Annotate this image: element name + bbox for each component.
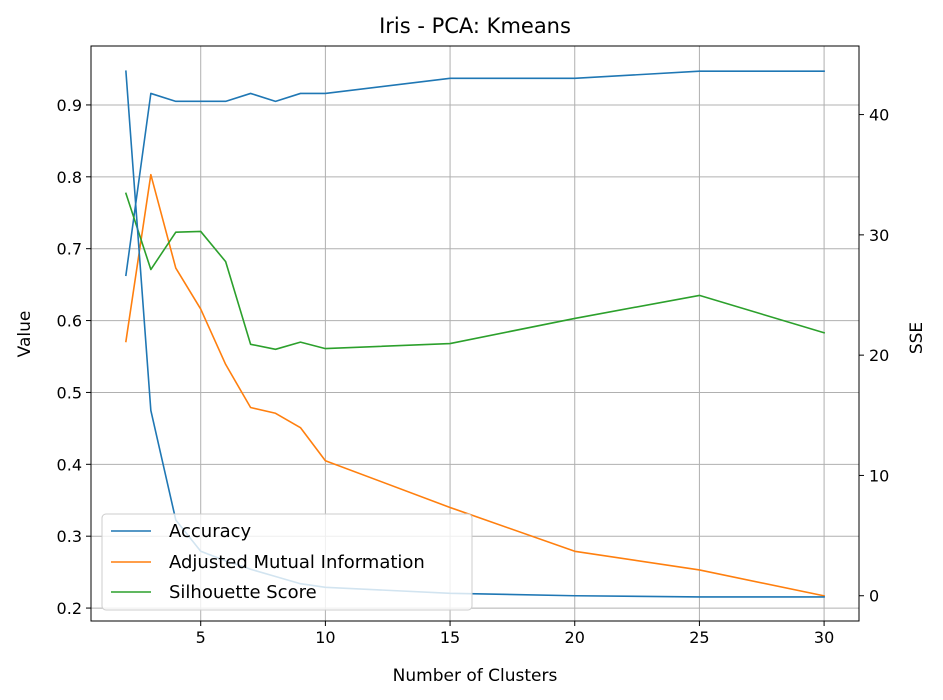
y-axis-right-title: SSE bbox=[907, 322, 927, 354]
x-tick-label: 15 bbox=[440, 628, 460, 647]
legend-label-accuracy: Accuracy bbox=[169, 521, 252, 542]
y-tick-label: 0.2 bbox=[57, 599, 82, 618]
y-tick-label: 0.3 bbox=[57, 527, 82, 546]
series-line-accuracy bbox=[125, 70, 825, 277]
y-axis-title: Value bbox=[15, 311, 35, 358]
y-right-tick-label: 30 bbox=[869, 226, 889, 245]
y-tick-label: 0.5 bbox=[57, 383, 82, 402]
plot-frame bbox=[90, 45, 860, 622]
x-tick-label: 5 bbox=[196, 628, 206, 647]
series-line-adjusted-mutual-information bbox=[125, 173, 826, 597]
y-right-tick-label: 20 bbox=[869, 346, 889, 365]
x-tick-label: 10 bbox=[315, 628, 335, 647]
y-tick-label: 0.8 bbox=[57, 168, 82, 187]
legend: Accuracy Adjusted Mutual Information Sil… bbox=[101, 513, 473, 611]
chart-title: Iris - PCA: Kmeans bbox=[379, 14, 571, 38]
legend-box bbox=[101, 513, 473, 611]
y-tick-label: 0.9 bbox=[57, 96, 82, 115]
y-right-tick-label: 10 bbox=[869, 466, 889, 485]
y-tick-label: 0.6 bbox=[57, 312, 82, 331]
y-right-tick-label: 40 bbox=[869, 106, 889, 125]
x-tick-label: 30 bbox=[814, 628, 834, 647]
y-tick-label: 0.4 bbox=[57, 455, 82, 474]
axes: 5 10 15 20 25 30 0.2 0.3 0.4 0.5 0.6 0.7 0.8 0.9 0 10 20… bbox=[57, 96, 890, 647]
x-tick-label: 25 bbox=[689, 628, 709, 647]
y-right-tick-label: 0 bbox=[869, 587, 879, 606]
x-axis-title: Number of Clusters bbox=[393, 666, 558, 686]
series-line-silhouette-score bbox=[124, 192, 826, 351]
y-tick-label: 0.7 bbox=[57, 240, 82, 259]
x-tick-label: 20 bbox=[565, 628, 585, 647]
legend-label-adjusted-mutual-information: Adjusted Mutual Information bbox=[169, 552, 425, 573]
legend-label-silhouette-score: Silhouette Score bbox=[169, 582, 317, 603]
